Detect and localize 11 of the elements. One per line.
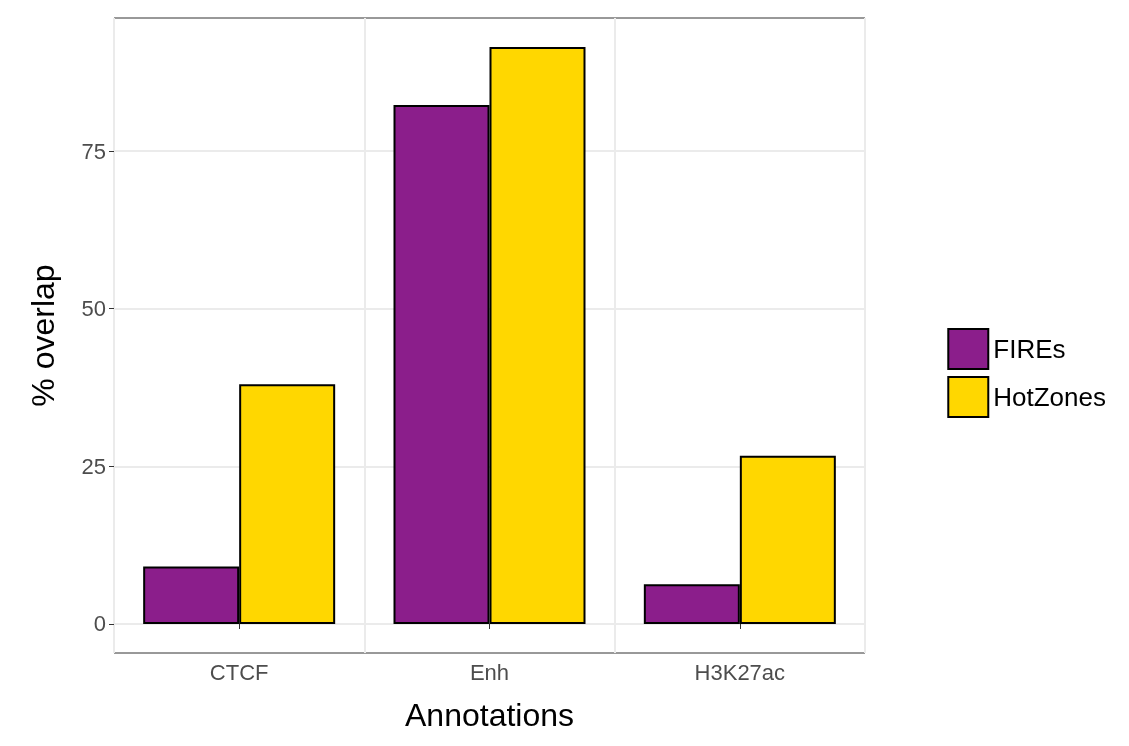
x-tick-label: CTCF — [209, 659, 269, 685]
x-tick-label: H3K27ac — [694, 659, 786, 685]
x-tick-label: Enh — [469, 659, 510, 685]
y-axis-title: % overlap — [25, 264, 61, 407]
x-axis-title: Annotations — [404, 697, 575, 733]
legend-label: HotZones — [993, 382, 1107, 412]
y-tick-label: 75 — [81, 138, 106, 164]
y-tick-label: 0 — [93, 611, 106, 637]
legend-label: FIREs — [993, 334, 1066, 364]
y-tick-label: 25 — [81, 453, 106, 479]
y-tick-label: 50 — [81, 296, 106, 322]
